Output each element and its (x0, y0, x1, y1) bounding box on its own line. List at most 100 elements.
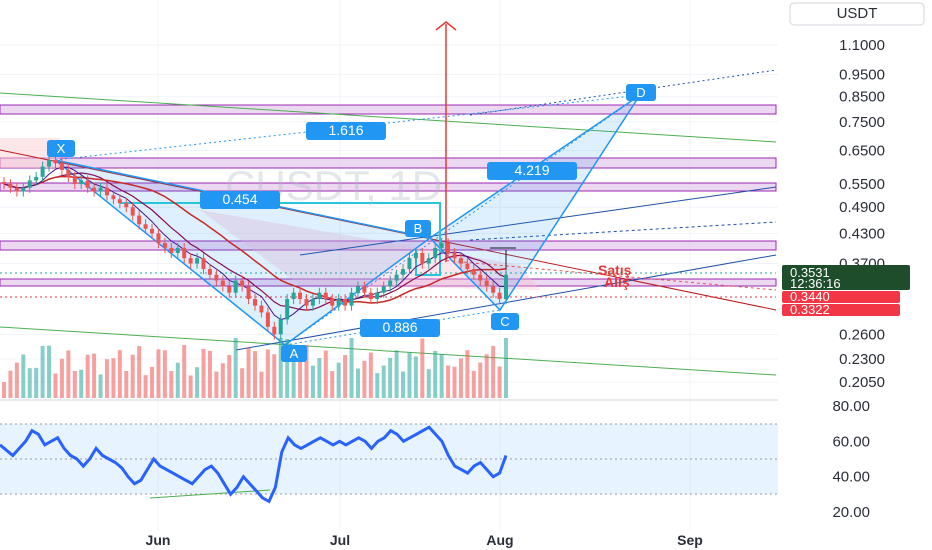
volume-bar (265, 349, 270, 398)
candle-body (162, 242, 167, 248)
candle-body (143, 224, 148, 229)
candle-body (491, 286, 496, 293)
candle-body (394, 274, 399, 281)
point-x: X (57, 141, 66, 156)
rsi-divergence-line (149, 489, 271, 499)
volume-bar (272, 354, 277, 398)
candle-body (259, 305, 264, 313)
red-target-arrow (435, 21, 457, 262)
volume-bar (484, 354, 489, 398)
candle-body (278, 319, 283, 335)
point-d-box (626, 84, 656, 101)
time-tick-label: Jul (330, 532, 350, 548)
candle-body (207, 269, 212, 275)
candle-body (471, 269, 476, 275)
candle-body (104, 187, 109, 196)
volume-bar (298, 353, 303, 398)
volume-bar (201, 348, 206, 398)
volume-bar (336, 362, 341, 398)
ratio-1-box (306, 122, 386, 140)
volume-bar (40, 345, 45, 398)
candle-body (175, 247, 180, 253)
candle-body (420, 252, 425, 264)
resistance-zones (0, 104, 777, 287)
volume-bar (491, 345, 496, 398)
volume-bar (323, 350, 328, 398)
candle-body (137, 215, 142, 225)
candle-body (433, 247, 438, 259)
time-tick-label: Jun (146, 532, 171, 548)
volume-bar (79, 369, 84, 398)
volume-bar (150, 366, 155, 398)
volume-bar (220, 363, 225, 398)
currency-button[interactable] (789, 2, 925, 26)
ratio-1-text: 1.616 (328, 122, 363, 138)
volume-bar (21, 354, 26, 398)
candle-body (272, 326, 277, 335)
volume-bar (143, 375, 148, 398)
volume-bar (137, 345, 142, 398)
volume-bar (458, 358, 463, 398)
point-c: C (500, 314, 509, 329)
volume-bar (240, 368, 245, 398)
volume-bar (259, 371, 264, 398)
volume-bar (278, 338, 283, 398)
volume-bars (2, 338, 508, 398)
volume-bar (253, 351, 257, 398)
volume-bar (394, 350, 399, 398)
trend-green-bottom (0, 326, 777, 376)
pink-cloud (200, 210, 540, 290)
price-tick-label: 0.2600 (839, 326, 885, 343)
trend-blue-high (299, 186, 777, 256)
candle-body (21, 187, 26, 192)
candle-body (66, 169, 71, 177)
ratio-4-text: 0.886 (382, 319, 417, 335)
candle-body (214, 274, 219, 281)
candle-body (124, 203, 129, 208)
price-tick-label: 0.5500 (839, 176, 885, 193)
point-a-box (281, 345, 307, 362)
candle-body (220, 280, 225, 287)
volume-bar (111, 358, 116, 398)
candle-body (336, 299, 341, 306)
candle-body (72, 176, 77, 185)
volume-bar (452, 366, 457, 398)
candle-body (59, 163, 64, 170)
price-tags: 0.3531 12:36:16 0.3440 0.3322 (782, 265, 910, 317)
rsi-axis[interactable]: 80.00 60.00 40.00 20.00 (832, 398, 870, 521)
volume-bar (162, 350, 167, 398)
candle-body (27, 180, 32, 188)
candle-body (401, 269, 406, 275)
candle-body (465, 263, 470, 270)
candle-body (40, 166, 45, 177)
candle-body (484, 280, 489, 287)
candle-body (2, 182, 6, 185)
candle-body (375, 292, 380, 300)
candle-body (407, 258, 412, 270)
time-axis[interactable]: Jun Jul Aug Sep (146, 532, 703, 548)
volume-bar (388, 357, 393, 398)
volume-bar (59, 358, 64, 398)
time-tick-label: Sep (677, 532, 703, 548)
trend-red-dotted (439, 259, 777, 291)
volume-bar (355, 368, 360, 398)
volume-bar (8, 370, 13, 398)
candle-body (34, 176, 39, 181)
moving-average-line (3, 172, 507, 311)
candle-body (504, 274, 508, 300)
rsi-tick-label: 40.00 (832, 469, 870, 486)
volume-bar (407, 352, 412, 398)
red-price-2: 0.3322 (790, 302, 830, 317)
rsi-band (0, 424, 778, 494)
candle-body (381, 286, 386, 293)
rsi-line (0, 425, 508, 504)
volume-bar (246, 347, 251, 398)
candle-body (85, 180, 90, 188)
volume-bar (182, 345, 187, 398)
candle-body (362, 286, 367, 293)
point-a: A (290, 346, 299, 361)
price-axis[interactable]: 1.1000 0.9500 0.8500 0.7500 0.6500 0.5500 0.49… (839, 37, 885, 391)
red-tag-1 (782, 291, 900, 303)
pattern-points: X A B C D (47, 84, 656, 362)
